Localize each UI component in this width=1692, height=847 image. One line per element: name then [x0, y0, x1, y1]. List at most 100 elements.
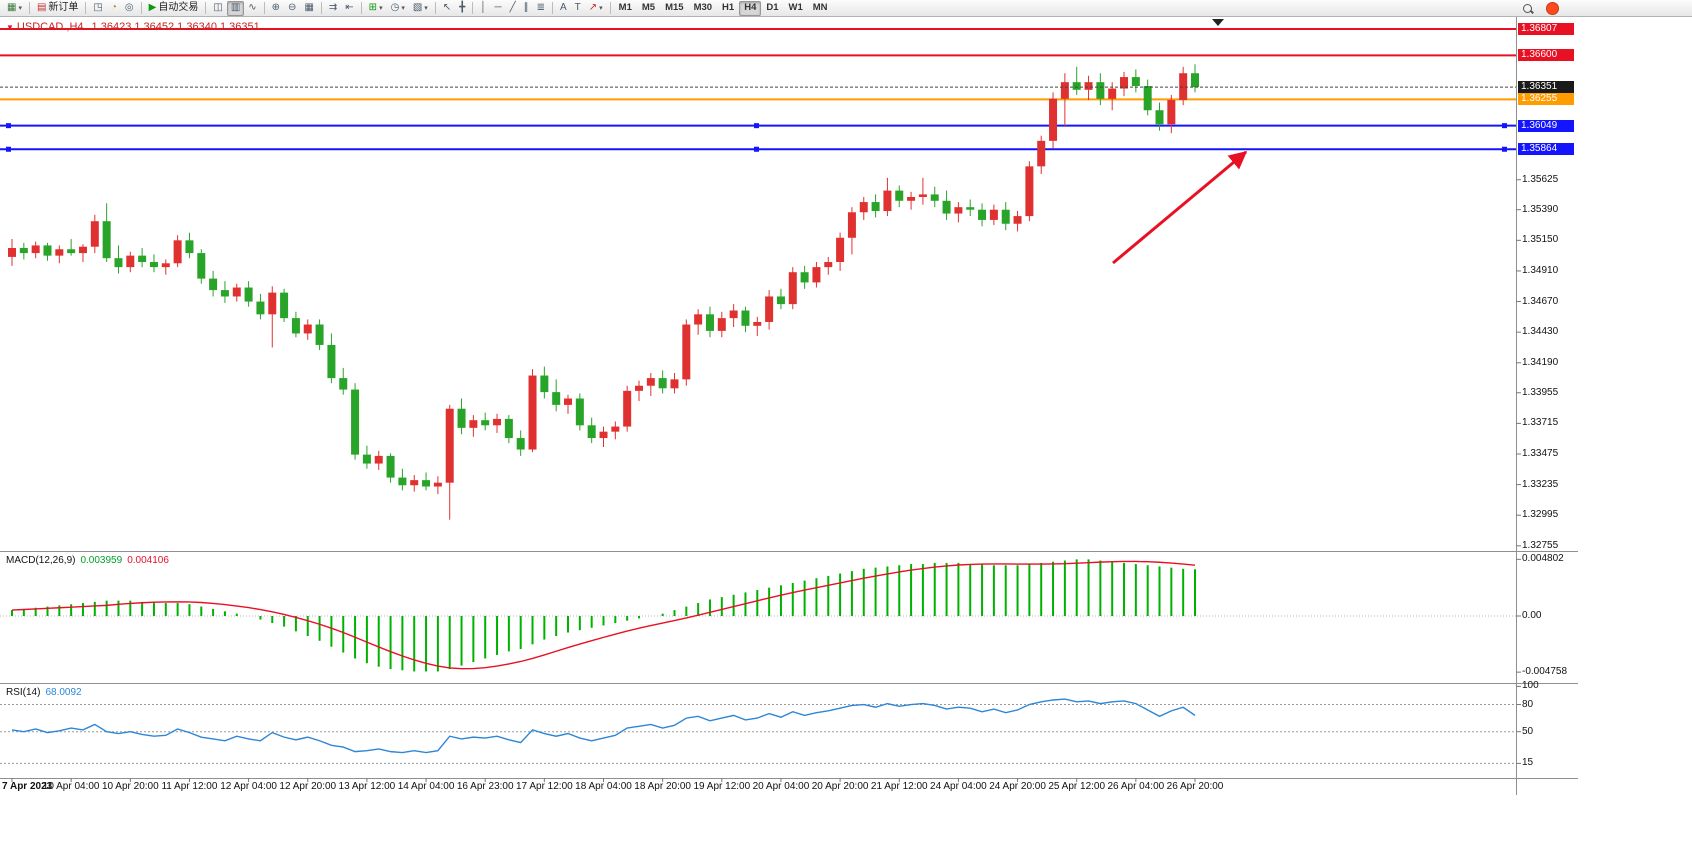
shapes-button[interactable]: ↗ ▾: [585, 1, 607, 16]
channel-icon: ∥: [523, 2, 529, 13]
line-chart-button[interactable]: ∿: [244, 1, 260, 16]
timeframe-m30-button[interactable]: M30: [689, 1, 717, 16]
time-axis-label[interactable]: 24 Apr 04:00: [930, 781, 987, 792]
zoom-out-button[interactable]: ⊖: [284, 1, 300, 16]
chart-title: ▼ USDCAD.,H4 1.36423 1.36452 1.36340 1.363…: [6, 21, 260, 33]
macd-histogram: [11, 559, 1196, 672]
time-axis-label[interactable]: 12 Apr 20:00: [279, 781, 337, 792]
candle-body: [351, 389, 360, 455]
bar-chart-button[interactable]: ◫: [209, 1, 226, 16]
text-button[interactable]: A: [556, 1, 571, 16]
candle-body: [564, 398, 573, 405]
time-axis-label[interactable]: 18 Apr 20:00: [634, 781, 691, 792]
market-watch-button[interactable]: ◳: [89, 1, 106, 16]
timeframe-d1-button[interactable]: D1: [761, 1, 783, 16]
horizontal-line-button[interactable]: ─: [490, 1, 505, 16]
time-axis-label[interactable]: 12 Apr 04:00: [220, 781, 277, 792]
candle-body: [185, 240, 194, 254]
level-handle[interactable]: [754, 146, 759, 152]
chart-shift-marker[interactable]: [1212, 19, 1224, 26]
toolbar-separator: [360, 2, 362, 14]
time-axis-label[interactable]: 16 Apr 23:00: [456, 781, 514, 792]
candlestick-chart-button[interactable]: ▥: [226, 0, 245, 16]
level-handle[interactable]: [1502, 123, 1507, 129]
timeframe-mn-button[interactable]: MN: [808, 1, 833, 16]
new-order-button[interactable]: ▤ 新订单: [33, 1, 82, 16]
chevron-down-icon: ▾: [424, 4, 428, 12]
price-axis-label: 1.33235: [1522, 478, 1559, 490]
time-axis-label[interactable]: 10 Apr 20:00: [101, 781, 159, 792]
time-axis-label[interactable]: 11 Apr 12:00: [161, 781, 218, 792]
time-axis-label[interactable]: 13 Apr 12:00: [338, 781, 396, 792]
tile-windows-icon: ▦: [304, 2, 314, 13]
price-tag-1.36807: 1.36807: [1518, 22, 1574, 35]
data-window-button[interactable]: ◔: [107, 1, 121, 16]
vertical-line-button[interactable]: │: [476, 1, 490, 16]
chart-shift-button[interactable]: ⇤: [341, 1, 357, 16]
tile-windows-button[interactable]: ▦: [300, 1, 317, 16]
channel-button[interactable]: ∥: [520, 1, 533, 16]
price-tag-1.36255: 1.36255: [1518, 93, 1574, 106]
candle-body: [78, 246, 87, 254]
time-axis-label[interactable]: 26 Apr 20:00: [1166, 781, 1224, 792]
trend-arrow[interactable]: [1112, 150, 1248, 265]
shapes-icon: ↗: [588, 2, 598, 13]
time-axis-label[interactable]: 26 Apr 04:00: [1107, 781, 1165, 792]
candle-body: [587, 425, 596, 439]
timeframe-m15-button[interactable]: M15: [660, 1, 688, 16]
candle-body: [954, 207, 963, 214]
time-axis-label[interactable]: 25 Apr 12:00: [1048, 781, 1106, 792]
cursor-button[interactable]: ↖: [439, 1, 455, 16]
trendline-button[interactable]: ╱: [506, 1, 520, 16]
new-chart-button[interactable]: ▦ ▾: [3, 1, 26, 16]
timeframe-m5-button[interactable]: M5: [637, 1, 660, 16]
time-axis-label[interactable]: 24 Apr 20:00: [989, 781, 1046, 792]
price-tag-1.36351: 1.36351: [1518, 81, 1574, 94]
notification-button[interactable]: [1542, 1, 1563, 16]
fibonacci-button[interactable]: ≣: [533, 1, 549, 16]
price-axis-label: 1.32995: [1522, 509, 1559, 521]
toolbar-separator: [609, 2, 611, 14]
time-axis-label[interactable]: 20 Apr 20:00: [811, 781, 869, 792]
time-axis-label[interactable]: 18 Apr 04:00: [575, 781, 632, 792]
price-axis-label: 1.34190: [1522, 356, 1559, 368]
auto-trading-button[interactable]: ▶ 自动交易: [145, 1, 203, 16]
price-tag-1.36049: 1.36049: [1518, 119, 1574, 132]
candle-body: [102, 221, 111, 259]
time-axis-label[interactable]: 14 Apr 04:00: [397, 781, 455, 792]
candle-body: [1084, 82, 1093, 90]
auto-scroll-button[interactable]: ⇉: [325, 1, 341, 16]
level-handle[interactable]: [754, 123, 759, 129]
level-handle[interactable]: [1502, 146, 1507, 152]
timeframe-m1-button[interactable]: M1: [614, 1, 637, 16]
timeframe-w1-button[interactable]: W1: [784, 1, 808, 16]
time-axis-label[interactable]: 20 Apr 04:00: [752, 781, 810, 792]
label-icon: T: [574, 2, 581, 13]
cursor-icon: ↖: [442, 2, 452, 13]
price-tag-1.36600: 1.36600: [1518, 49, 1574, 62]
search-button[interactable]: [1519, 1, 1536, 16]
templates-button[interactable]: ▧ ▾: [409, 1, 432, 16]
time-axis-label[interactable]: 10 Apr 04:00: [42, 781, 100, 792]
periods-button[interactable]: ◷ ▾: [387, 1, 409, 16]
navigator-button[interactable]: ◎: [121, 1, 138, 16]
label-button[interactable]: T: [571, 1, 585, 16]
time-axis-label[interactable]: 19 Apr 12:00: [693, 781, 751, 792]
level-handle[interactable]: [6, 123, 11, 129]
time-axis-label[interactable]: 7 Apr 2023: [2, 781, 53, 792]
toolbar-separator: [28, 2, 30, 14]
candle-body: [197, 253, 206, 279]
zoom-in-button[interactable]: ⊕: [268, 1, 284, 16]
timeframe-h1-button[interactable]: H1: [717, 1, 739, 16]
timeframe-h4-button[interactable]: H4: [739, 0, 762, 16]
level-handle[interactable]: [6, 146, 11, 152]
candlestick-chart-icon: ▥: [230, 2, 241, 13]
symbol-period: USDCAD.,H4: [16, 21, 84, 33]
crosshair-button[interactable]: ╋: [455, 1, 469, 16]
time-axis-label[interactable]: 21 Apr 12:00: [870, 781, 928, 792]
candle-body: [978, 209, 987, 220]
time-axis-label[interactable]: 17 Apr 12:00: [515, 781, 573, 792]
indicators-button[interactable]: ⊞ ▾: [365, 1, 387, 16]
crosshair-icon: ╋: [459, 2, 466, 13]
